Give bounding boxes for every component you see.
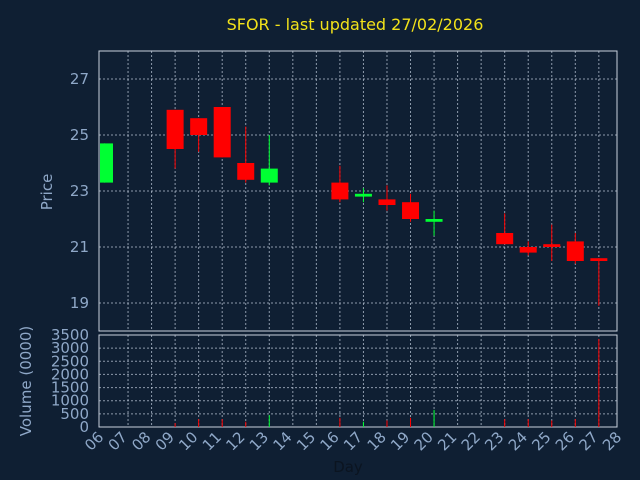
- price-tick-label: 25: [70, 126, 89, 144]
- candle-body: [519, 247, 537, 253]
- price-panel-frame: [98, 50, 618, 332]
- chart-title: SFOR - last updated 27/02/2026: [227, 15, 484, 34]
- x-tick-label: 14: [269, 428, 295, 454]
- candles: [100, 107, 608, 306]
- x-tick-label: 09: [152, 428, 178, 454]
- volume-tick-label: 0: [79, 418, 89, 436]
- price-axis-ticks: 19 21 23 25 27: [70, 70, 89, 312]
- volume-tick-label: 1500: [51, 379, 89, 397]
- candle-body: [237, 163, 255, 180]
- x-tick-label: 28: [599, 428, 625, 454]
- candle-body: [496, 233, 514, 245]
- volume-tick-label: 3500: [51, 326, 89, 344]
- x-tick-label: 25: [528, 428, 554, 454]
- candle-body: [354, 193, 372, 197]
- volume-tick-label: 2500: [51, 352, 89, 370]
- x-tick-label: 22: [458, 428, 484, 454]
- volume-panel-frame: [98, 334, 618, 428]
- x-axis-label: Day: [333, 458, 363, 476]
- candle-body: [590, 258, 608, 261]
- candle-body: [402, 202, 420, 219]
- x-tick-label: 08: [128, 428, 154, 454]
- x-tick-label: 15: [293, 428, 319, 454]
- price-gridlines: [99, 51, 617, 331]
- candle-body: [566, 241, 584, 261]
- price-axis-label: Price: [38, 174, 56, 211]
- x-axis-ticks: 0607080910111213141516171819202122232425…: [81, 428, 625, 454]
- price-tick-label: 19: [70, 294, 89, 312]
- volume-tick-label: 500: [60, 405, 89, 423]
- x-tick-label: 20: [411, 428, 437, 454]
- x-tick-label: 11: [199, 428, 225, 454]
- x-tick-label: 12: [222, 428, 248, 454]
- x-tick-label: 18: [364, 428, 390, 454]
- volume-tick-label: 3000: [51, 339, 89, 357]
- x-tick-label: 21: [434, 428, 460, 454]
- price-tick-label: 23: [70, 182, 89, 200]
- candle-body: [331, 182, 349, 200]
- x-tick-label: 13: [246, 428, 272, 454]
- x-tick-label: 07: [105, 428, 131, 454]
- x-tick-label: 17: [340, 428, 366, 454]
- price-tick-label: 21: [70, 238, 89, 256]
- x-tick-label: 23: [481, 428, 507, 454]
- x-tick-label: 16: [316, 428, 342, 454]
- candle-body: [425, 219, 443, 222]
- volume-axis-label: Volume (0000): [17, 326, 35, 436]
- volume-tick-label: 2000: [51, 365, 89, 383]
- x-tick-label: 19: [387, 428, 413, 454]
- x-tick-label: 27: [575, 428, 601, 454]
- volume-gridlines: [99, 335, 617, 427]
- candle-body: [543, 244, 561, 247]
- candle-body: [166, 109, 184, 149]
- candle-body: [378, 199, 396, 205]
- candle-body: [190, 118, 208, 135]
- candle-body: [100, 143, 113, 183]
- x-tick-label: 24: [505, 428, 531, 454]
- x-tick-label: 26: [552, 428, 578, 454]
- volume-bars: [174, 338, 600, 427]
- volume-tick-label: 1000: [51, 392, 89, 410]
- x-tick-label: 10: [175, 428, 201, 454]
- candle-body: [213, 107, 231, 158]
- candle-body: [260, 168, 278, 183]
- price-tick-label: 27: [70, 70, 89, 88]
